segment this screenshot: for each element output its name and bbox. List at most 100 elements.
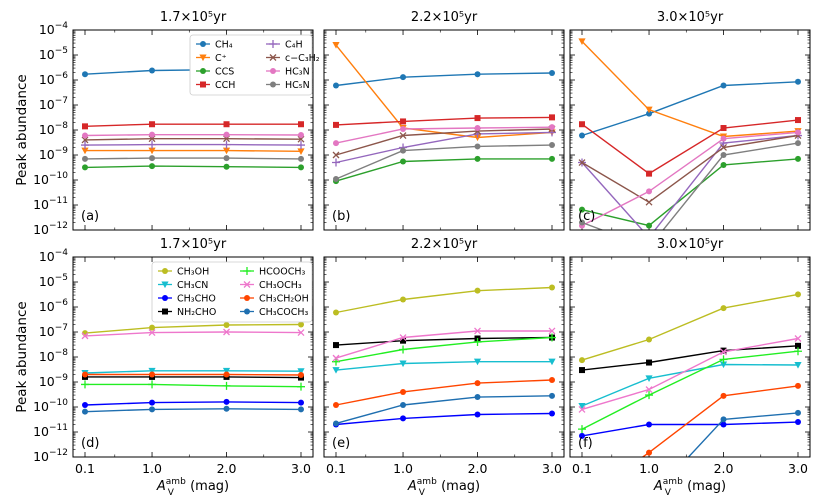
legend-label: CH₄ bbox=[215, 40, 233, 51]
legend-label: CCH bbox=[215, 80, 235, 91]
x-axis-label: Aamb V (mag) bbox=[653, 477, 726, 498]
x-axis: 0.1 1.0 2.0 3.0 bbox=[572, 257, 808, 476]
series-line bbox=[84, 370, 302, 374]
series bbox=[81, 135, 305, 144]
series bbox=[579, 291, 801, 364]
data-point bbox=[795, 155, 801, 162]
panel-title: 1.7×10⁵yr bbox=[160, 10, 227, 25]
data-point bbox=[149, 406, 156, 413]
data-point bbox=[333, 121, 339, 128]
legend-label: CH₃CN bbox=[177, 280, 208, 291]
data-point bbox=[720, 392, 727, 399]
legend-marker bbox=[161, 281, 169, 289]
series-line bbox=[84, 331, 302, 337]
data-point bbox=[82, 371, 88, 378]
data-point bbox=[222, 140, 231, 149]
series bbox=[579, 155, 801, 229]
data-point bbox=[332, 367, 340, 374]
data-point bbox=[400, 415, 407, 422]
data-point bbox=[82, 164, 88, 171]
x-axis bbox=[335, 30, 553, 230]
data-point bbox=[81, 136, 89, 144]
y-axis bbox=[570, 256, 810, 458]
series bbox=[82, 155, 304, 162]
series-line bbox=[641, 385, 799, 457]
series bbox=[332, 125, 556, 159]
y-tick-label: 10−4 bbox=[39, 248, 68, 264]
data-point bbox=[474, 380, 481, 387]
data-point bbox=[82, 71, 88, 78]
series-line bbox=[85, 373, 302, 376]
x-tick-label: 2.0 bbox=[468, 461, 488, 476]
series bbox=[579, 342, 801, 374]
data-point bbox=[578, 38, 586, 45]
legend-label: CH₃CH₂OH bbox=[259, 294, 309, 305]
data-point bbox=[720, 161, 727, 168]
data-point bbox=[149, 324, 156, 331]
legend-label: NH₂CHO bbox=[177, 307, 216, 318]
data-point bbox=[223, 155, 230, 162]
series bbox=[579, 129, 801, 229]
data-point bbox=[149, 163, 156, 170]
legend-label: HC₅N bbox=[285, 80, 310, 91]
y-tick-label: 10−5 bbox=[39, 273, 68, 289]
data-point bbox=[578, 425, 586, 434]
legend-marker bbox=[243, 267, 251, 275]
data-point bbox=[549, 155, 555, 162]
y-tick-label: 10−6 bbox=[39, 71, 68, 87]
series bbox=[333, 155, 555, 185]
legend-marker bbox=[162, 268, 168, 274]
panel-title: 3.0×10⁵yr bbox=[657, 10, 724, 25]
legend-marker bbox=[200, 81, 206, 88]
series-line bbox=[581, 119, 799, 175]
x-axis bbox=[84, 30, 302, 230]
data-point bbox=[720, 416, 727, 423]
plot-area bbox=[332, 42, 556, 185]
data-point bbox=[149, 121, 156, 128]
series bbox=[333, 334, 555, 349]
series bbox=[333, 284, 555, 316]
data-point bbox=[646, 222, 653, 229]
data-point bbox=[298, 132, 304, 139]
data-point bbox=[794, 347, 802, 356]
x-tick-label: 1.0 bbox=[393, 461, 413, 476]
data-point bbox=[549, 410, 555, 417]
x-axis: 0.1 1.0 2.0 3.0 bbox=[75, 257, 311, 476]
series-line bbox=[335, 128, 553, 156]
legend-label: C⁺ bbox=[215, 53, 227, 64]
panel-label: (a) bbox=[81, 209, 99, 224]
data-point bbox=[579, 432, 585, 439]
plot-area bbox=[81, 66, 305, 171]
data-point bbox=[720, 152, 727, 158]
series-line bbox=[84, 165, 302, 169]
data-point bbox=[646, 188, 653, 195]
legend: CH₄ C⁺ CCS CCH C₄H c−C₃H₂ HC₃N HC₅N bbox=[189, 34, 320, 96]
data-point bbox=[579, 219, 585, 226]
data-point bbox=[549, 124, 555, 131]
data-point bbox=[82, 402, 88, 409]
data-point bbox=[646, 449, 653, 456]
data-point bbox=[548, 327, 556, 335]
panel-2: 3.0×10⁵yr (c) bbox=[569, 10, 811, 231]
data-point bbox=[473, 337, 482, 346]
panel-title: 2.2×10⁵yr bbox=[411, 10, 478, 25]
series bbox=[82, 121, 304, 130]
data-point bbox=[795, 129, 801, 136]
data-point bbox=[222, 381, 231, 390]
legend-marker bbox=[269, 54, 277, 61]
legend-label: CH₃OH bbox=[177, 267, 209, 278]
plot-area bbox=[578, 38, 802, 230]
series-line bbox=[84, 137, 302, 141]
data-point bbox=[400, 296, 407, 303]
data-point bbox=[646, 170, 653, 177]
panel-title: 1.7×10⁵yr bbox=[160, 237, 227, 252]
data-point bbox=[149, 67, 156, 74]
panel-title: 3.0×10⁵yr bbox=[657, 237, 724, 252]
series-line bbox=[581, 345, 799, 371]
legend-label: HC₃N bbox=[285, 67, 310, 78]
data-point bbox=[332, 151, 340, 159]
x-tick-label: 0.1 bbox=[326, 461, 346, 476]
data-point bbox=[223, 322, 230, 329]
series-line bbox=[581, 337, 799, 411]
series-line bbox=[85, 383, 302, 388]
